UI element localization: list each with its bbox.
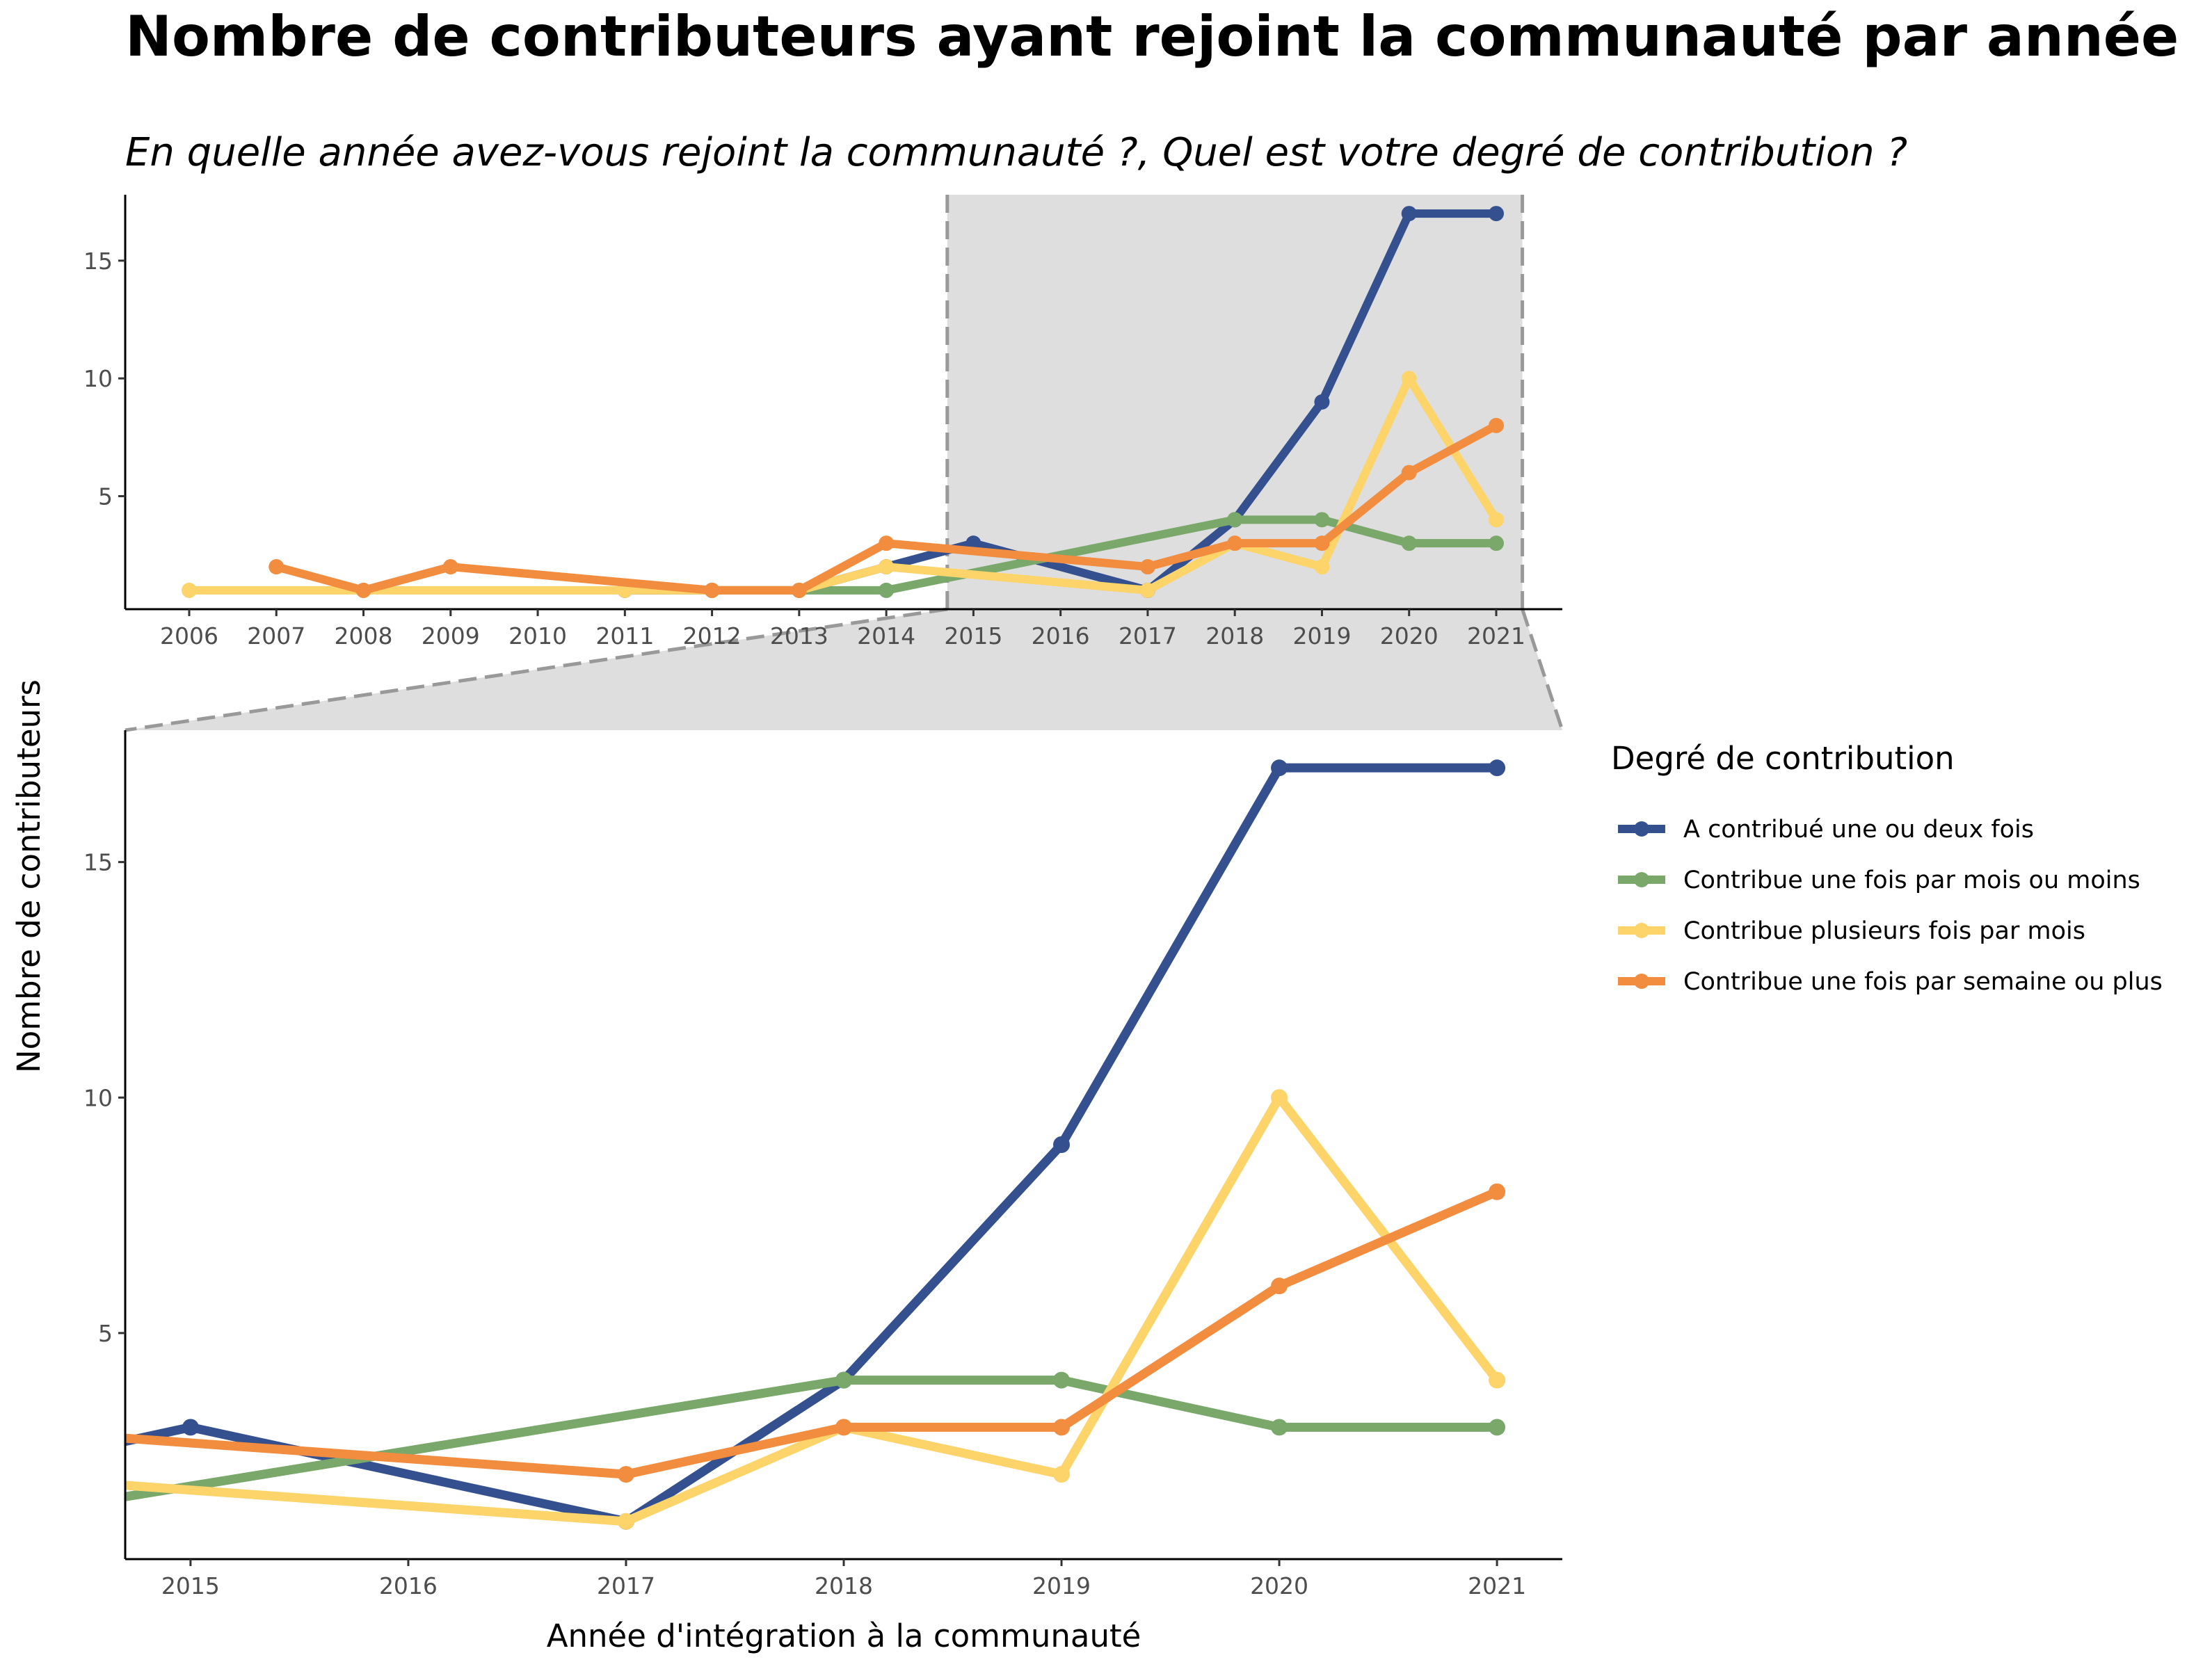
zoom-point-series-4 — [1489, 1183, 1506, 1200]
legend-label: Contribue plusieurs fois par mois — [1683, 917, 2085, 945]
overview-axes: 5 10 15 2006 2007 2008 2009 2010 2011 2012 2013 201… — [83, 195, 1562, 650]
zoom-x-tick-label: 2016 — [379, 1572, 438, 1599]
overview-point-series-1 — [1401, 206, 1417, 222]
overview-point-series-4 — [1227, 535, 1243, 551]
zoom-point-series-1 — [1053, 1136, 1071, 1153]
legend-label: A contribué une ou deux fois — [1683, 816, 2034, 844]
zoom-region — [125, 195, 1564, 732]
zoom-point-series-3 — [1489, 1371, 1506, 1389]
overview-y-tick-label: 10 — [83, 365, 113, 392]
zoom-point-series-3 — [1053, 1466, 1071, 1483]
zoom-x-tick-label: 2015 — [161, 1572, 220, 1599]
legend-key-point — [1634, 974, 1649, 989]
zoom-point-series-4 — [617, 1466, 634, 1483]
overview-x-tick-label: 2017 — [1119, 622, 1177, 650]
legend-title: Degré de contribution — [1611, 740, 1955, 777]
overview-y-tick-label: 5 — [98, 483, 113, 510]
zoom-point-series-2 — [1489, 1419, 1506, 1436]
legend-key-point — [1634, 821, 1649, 837]
zoom-line-series-1 — [125, 763, 1502, 1526]
legend-key-point — [1634, 923, 1649, 938]
overview-point-series-4 — [1139, 559, 1155, 575]
overview-panel: 5 10 15 2006 2007 2008 2009 2010 2011 2012 2013 201… — [83, 195, 1562, 650]
overview-point-series-4 — [704, 582, 720, 598]
overview-point-series-2 — [1314, 512, 1330, 528]
legend-label: Contribue une fois par mois ou moins — [1683, 866, 2140, 894]
overview-x-tick-label: 2006 — [160, 622, 218, 650]
zoom-connector-area — [125, 609, 1562, 730]
overview-point-series-3 — [879, 559, 895, 575]
overview-x-tick-label: 2008 — [335, 622, 393, 650]
legend: Degré de contribution A contribué une ou… — [1611, 740, 2163, 996]
zoom-line-series-3 — [125, 1092, 1502, 1526]
overview-point-series-3 — [1314, 559, 1330, 575]
overview-point-series-2 — [1227, 512, 1243, 528]
zoom-x-tick-label: 2018 — [815, 1572, 873, 1599]
zoom-point-series-4 — [1053, 1419, 1071, 1436]
overview-x-tick-label: 2019 — [1292, 622, 1351, 650]
zoom-connector-right — [1521, 608, 1564, 731]
overview-x-tick-label: 2020 — [1380, 622, 1438, 650]
zoom-y-tick-label: 10 — [83, 1084, 113, 1111]
overview-x-tick-label: 2014 — [857, 622, 915, 650]
overview-point-series-1 — [1314, 394, 1330, 410]
zoom-point-series-3 — [1271, 1089, 1288, 1106]
zoom-series — [125, 759, 1506, 1530]
overview-x-tick-label: 2018 — [1205, 622, 1264, 650]
overview-point-series-3 — [1489, 512, 1504, 528]
overview-point-series-4 — [269, 559, 284, 575]
overview-x-tick-label: 2009 — [422, 622, 480, 650]
chart-title: Nombre de contributeurs ayant rejoint la… — [125, 4, 2179, 69]
zoom-x-tick-label: 2017 — [597, 1572, 655, 1599]
zoom-point-series-2 — [1271, 1419, 1288, 1436]
overview-x-tick-label: 2012 — [683, 622, 742, 650]
overview-x-tick-label: 2016 — [1032, 622, 1090, 650]
overview-point-series-2 — [1489, 535, 1504, 551]
overview-x-tick-label: 2021 — [1467, 622, 1525, 650]
overview-x-tick-label: 2007 — [247, 622, 305, 650]
overview-x-tick-label: 2010 — [508, 622, 567, 650]
overview-point-series-4 — [1314, 535, 1330, 551]
overview-point-series-4 — [879, 535, 895, 551]
zoom-panel: 5 10 15 2015 2016 2017 2018 2019 2020 2021 — [83, 730, 1562, 1599]
overview-point-series-3 — [182, 582, 197, 598]
legend-key-point — [1634, 872, 1649, 887]
legend-label: Contribue une fois par semaine ou plus — [1683, 968, 2163, 996]
overview-x-tick-label: 2015 — [944, 622, 1002, 650]
zoom-point-series-3 — [617, 1513, 634, 1530]
overview-point-series-4 — [1401, 465, 1417, 481]
overview-point-series-4 — [791, 582, 807, 598]
zoom-point-series-4 — [1271, 1277, 1288, 1295]
overview-series — [182, 206, 1504, 598]
y-axis-label: Nombre de contributeurs — [10, 679, 47, 1073]
overview-x-tick-label: 2011 — [595, 622, 654, 650]
zoom-point-series-1 — [182, 1419, 199, 1436]
zoom-point-series-2 — [1053, 1371, 1071, 1389]
zoom-point-series-1 — [1271, 759, 1288, 777]
overview-x-tick-label: 2013 — [770, 622, 828, 650]
overview-point-series-4 — [355, 582, 371, 598]
chart-subtitle: En quelle année avez-vous rejoint la com… — [125, 130, 1907, 175]
overview-point-series-3 — [1139, 582, 1155, 598]
zoom-point-series-1 — [1489, 759, 1506, 777]
zoom-y-tick-label: 5 — [98, 1320, 113, 1347]
zoom-x-tick-label: 2020 — [1250, 1572, 1308, 1599]
overview-point-series-4 — [442, 559, 458, 575]
overview-y-tick-label: 15 — [83, 248, 113, 275]
overview-point-series-4 — [1489, 417, 1504, 433]
zoom-point-series-4 — [835, 1419, 852, 1436]
zoom-axes: 5 10 15 2015 2016 2017 2018 2019 2020 2021 — [83, 730, 1562, 1599]
zoom-x-tick-label: 2019 — [1032, 1572, 1091, 1599]
zoom-x-tick-label: 2021 — [1468, 1572, 1526, 1599]
overview-point-series-2 — [879, 582, 895, 598]
zoom-connector-left — [125, 607, 948, 732]
zoom-y-tick-label: 15 — [83, 849, 113, 876]
overview-point-series-3 — [1401, 371, 1417, 387]
zoom-line-series-4 — [125, 1187, 1502, 1479]
x-axis-label: Année d'intégration à la communauté — [547, 1618, 1141, 1654]
overview-point-series-1 — [1489, 206, 1504, 222]
overview-point-series-2 — [1401, 535, 1417, 551]
zoom-point-series-2 — [835, 1371, 852, 1389]
